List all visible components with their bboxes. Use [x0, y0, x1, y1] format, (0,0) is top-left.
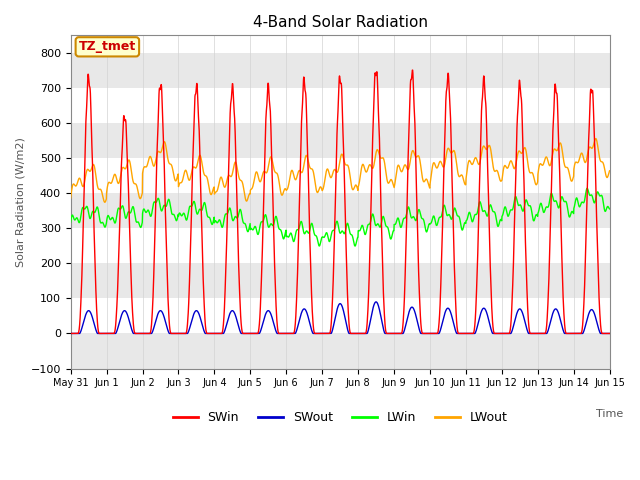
SWout: [372, 299, 380, 305]
SWin: [409, 67, 417, 73]
SWout: [67, 331, 74, 336]
Line: LWout: LWout: [70, 139, 609, 202]
Line: SWin: SWin: [70, 70, 609, 334]
SWin: [497, 331, 504, 336]
LWout: [67, 195, 74, 201]
LWin: [573, 196, 581, 202]
SWout: [356, 331, 364, 336]
LWin: [583, 185, 591, 191]
Bar: [70, 193, 609, 228]
X-axis label: Time: Time: [596, 408, 623, 419]
SWout: [573, 331, 581, 336]
LWout: [605, 168, 613, 174]
LWout: [573, 160, 581, 166]
SWin: [573, 331, 581, 336]
Bar: [70, 53, 609, 88]
SWout: [367, 313, 375, 319]
LWout: [497, 179, 504, 184]
Bar: [70, 264, 609, 299]
LWin: [356, 228, 364, 234]
LWin: [558, 194, 566, 200]
Bar: [70, 334, 609, 369]
SWin: [558, 264, 566, 269]
Bar: [70, 123, 609, 158]
SWin: [67, 331, 74, 336]
LWout: [218, 174, 225, 180]
SWout: [217, 331, 225, 336]
LWin: [67, 219, 74, 225]
LWout: [592, 136, 600, 142]
LWout: [367, 164, 375, 170]
SWin: [367, 201, 375, 206]
LWin: [217, 221, 225, 227]
LWin: [605, 206, 613, 212]
Line: LWin: LWin: [70, 188, 609, 246]
LWout: [356, 177, 364, 183]
SWin: [605, 331, 613, 336]
Title: 4-Band Solar Radiation: 4-Band Solar Radiation: [253, 15, 428, 30]
LWin: [367, 215, 375, 220]
SWout: [605, 331, 613, 336]
Legend: SWin, SWout, LWin, LWout: SWin, SWout, LWin, LWout: [168, 406, 513, 429]
Line: SWout: SWout: [70, 302, 609, 334]
Y-axis label: Solar Radiation (W/m2): Solar Radiation (W/m2): [15, 137, 25, 267]
LWout: [558, 147, 566, 153]
LWin: [497, 216, 504, 222]
LWout: [101, 199, 109, 205]
LWin: [351, 243, 359, 249]
SWout: [558, 324, 566, 329]
SWin: [356, 331, 364, 336]
Text: TZ_tmet: TZ_tmet: [79, 40, 136, 53]
SWin: [217, 331, 225, 336]
SWout: [497, 331, 504, 336]
